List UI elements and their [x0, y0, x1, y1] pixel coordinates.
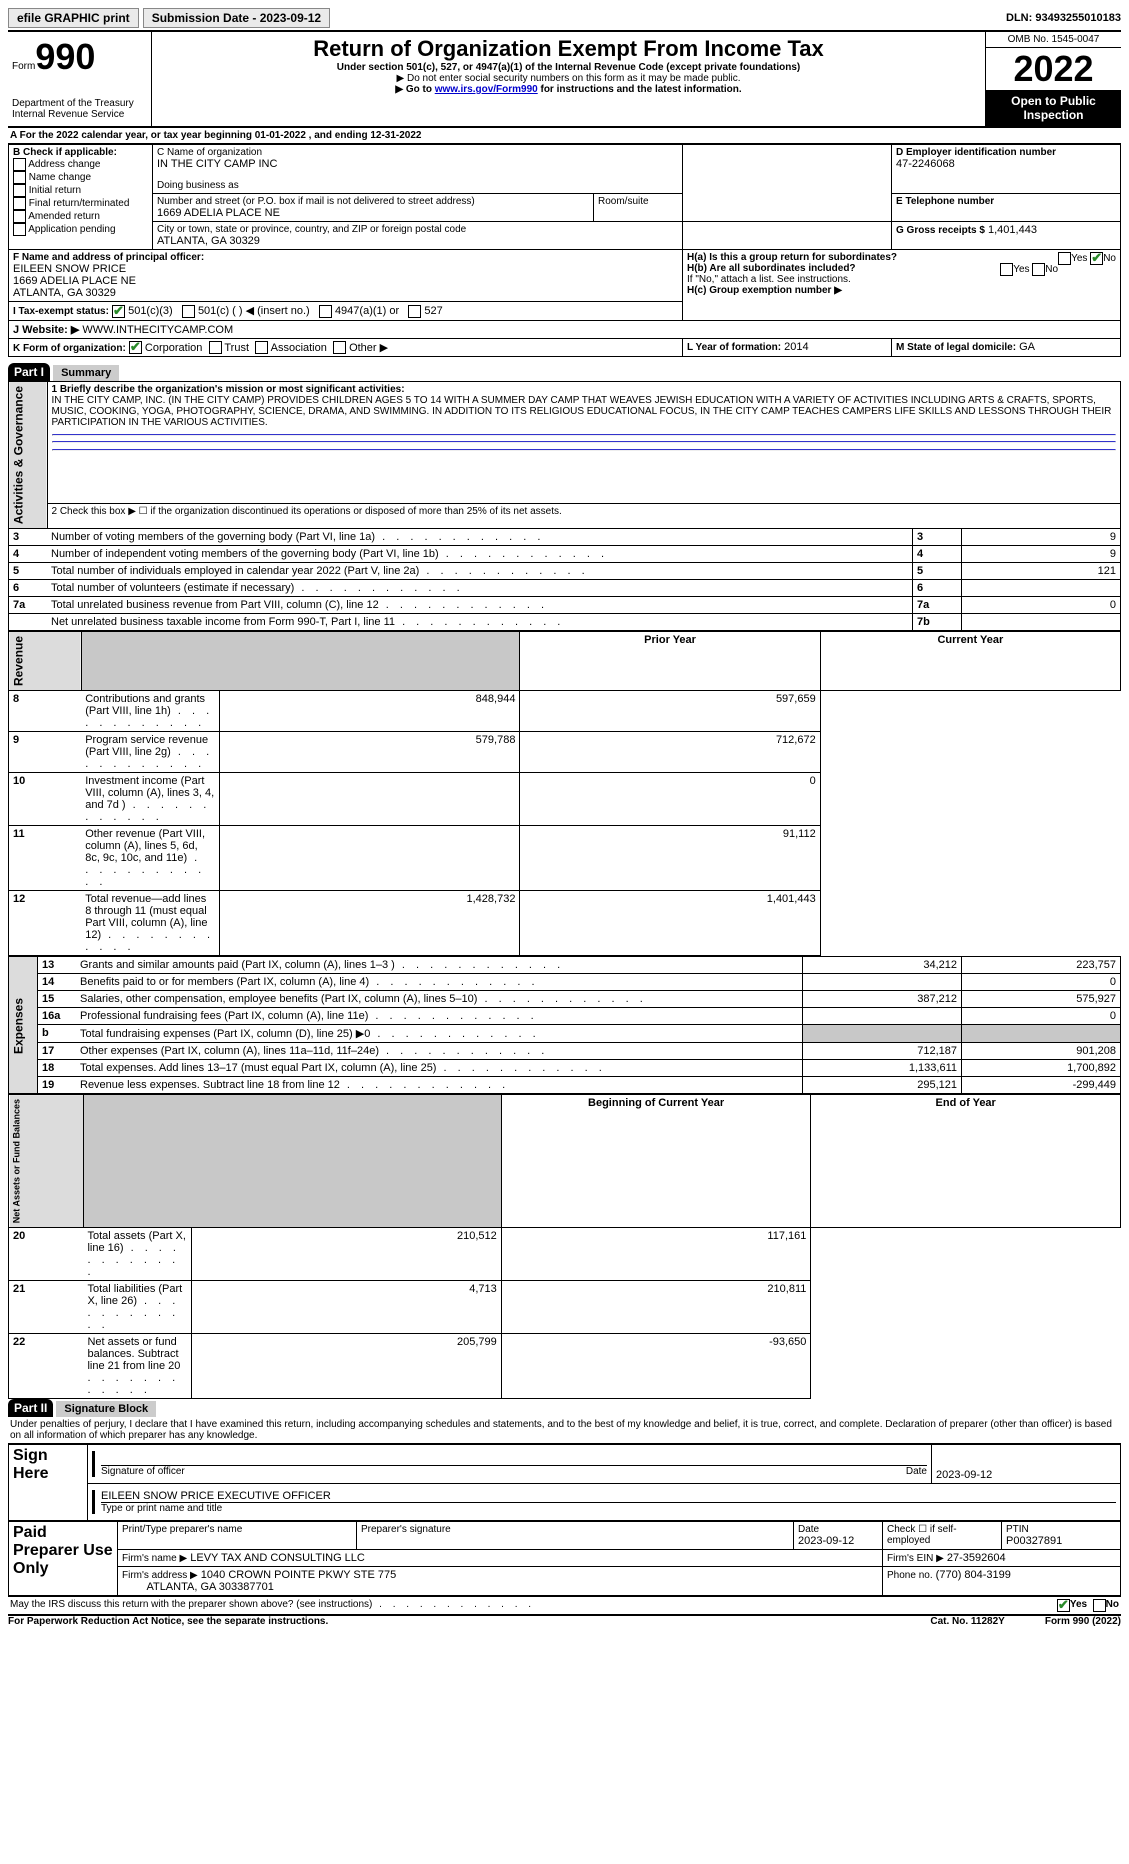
discuss-line: May the IRS discuss this return with the…: [8, 1596, 1121, 1616]
vlabel-net: Net Assets or Fund Balances: [9, 1095, 84, 1228]
box-b-item: Application pending: [13, 223, 148, 236]
tax-year: 2022: [986, 48, 1121, 90]
vlabel-rev: Revenue: [9, 632, 82, 691]
data-row: 18Total expenses. Add lines 13–17 (must …: [9, 1060, 1121, 1077]
data-row: 12Total revenue—add lines 8 through 11 (…: [9, 891, 1121, 956]
ein: 47-2246068: [896, 158, 1116, 170]
box-b-item: Address change: [13, 158, 148, 171]
box-b-item: Name change: [13, 171, 148, 184]
summary-table: Activities & Governance 1 Briefly descri…: [8, 381, 1121, 631]
data-row: Expenses13Grants and similar amounts pai…: [9, 957, 1121, 974]
data-row: 15Salaries, other compensation, employee…: [9, 991, 1121, 1008]
data-row: 9Program service revenue (Part VIII, lin…: [9, 732, 1121, 773]
gov-row: 6Total number of volunteers (estimate if…: [9, 580, 1121, 597]
expenses-table: Expenses13Grants and similar amounts pai…: [8, 956, 1121, 1094]
data-row: 17Other expenses (Part IX, column (A), l…: [9, 1043, 1121, 1060]
box-b-item: Initial return: [13, 184, 148, 197]
signature-block: Sign Here Signature of officerDate 2023-…: [8, 1444, 1121, 1521]
gov-row: 7aTotal unrelated business revenue from …: [9, 597, 1121, 614]
form-title: Return of Organization Exempt From Incom…: [156, 36, 981, 62]
gov-row: Net unrelated business taxable income fr…: [9, 614, 1121, 631]
efile-label: efile GRAPHIC print: [8, 8, 139, 28]
part1-header: Part I Summary: [8, 363, 1121, 381]
data-row: 22Net assets or fund balances. Subtract …: [9, 1334, 1121, 1399]
box-b-items: Address change Name change Initial retur…: [13, 158, 148, 236]
data-row: 19Revenue less expenses. Subtract line 1…: [9, 1077, 1121, 1094]
footer-line: For Paperwork Reduction Act Notice, see …: [8, 1616, 1121, 1627]
vlabel-gov: Activities & Governance: [9, 382, 48, 529]
gov-row: 3Number of voting members of the governi…: [9, 529, 1121, 546]
entity-info-grid: B Check if applicable: Address change Na…: [8, 144, 1121, 357]
preparer-block: Paid Preparer Use Only Print/Type prepar…: [8, 1521, 1121, 1596]
gov-row: 5Total number of individuals employed in…: [9, 563, 1121, 580]
data-row: 10Investment income (Part VIII, column (…: [9, 773, 1121, 826]
netassets-table: Net Assets or Fund Balances Beginning of…: [8, 1094, 1121, 1399]
data-row: 14Benefits paid to or for members (Part …: [9, 974, 1121, 991]
open-inspection: Open to Public Inspection: [986, 90, 1121, 126]
dln: DLN: 93493255010183: [1006, 12, 1121, 24]
top-bar: efile GRAPHIC print Submission Date - 20…: [8, 8, 1121, 32]
gov-row: 4Number of independent voting members of…: [9, 546, 1121, 563]
data-row: 16aProfessional fundraising fees (Part I…: [9, 1008, 1121, 1025]
data-row: 20Total assets (Part X, line 16)210,5121…: [9, 1228, 1121, 1281]
data-row: bTotal fundraising expenses (Part IX, co…: [9, 1025, 1121, 1043]
box-b-item: Final return/terminated: [13, 197, 148, 210]
submission-box: Submission Date - 2023-09-12: [143, 8, 330, 28]
box-b-item: Amended return: [13, 210, 148, 223]
data-row: 8Contributions and grants (Part VIII, li…: [9, 691, 1121, 732]
irs-link[interactable]: www.irs.gov/Form990: [435, 84, 538, 95]
form-header: Form990 Department of the Treasury Inter…: [8, 32, 1121, 128]
data-row: 11Other revenue (Part VIII, column (A), …: [9, 826, 1121, 891]
form-number: 990: [35, 36, 95, 77]
data-row: 21Total liabilities (Part X, line 26)4,7…: [9, 1281, 1121, 1334]
part2-header: Part II Signature Block: [8, 1399, 1121, 1417]
period-line: A For the 2022 calendar year, or tax yea…: [8, 128, 1121, 144]
revenue-table: Revenue Prior Year Current Year 8Contrib…: [8, 631, 1121, 956]
